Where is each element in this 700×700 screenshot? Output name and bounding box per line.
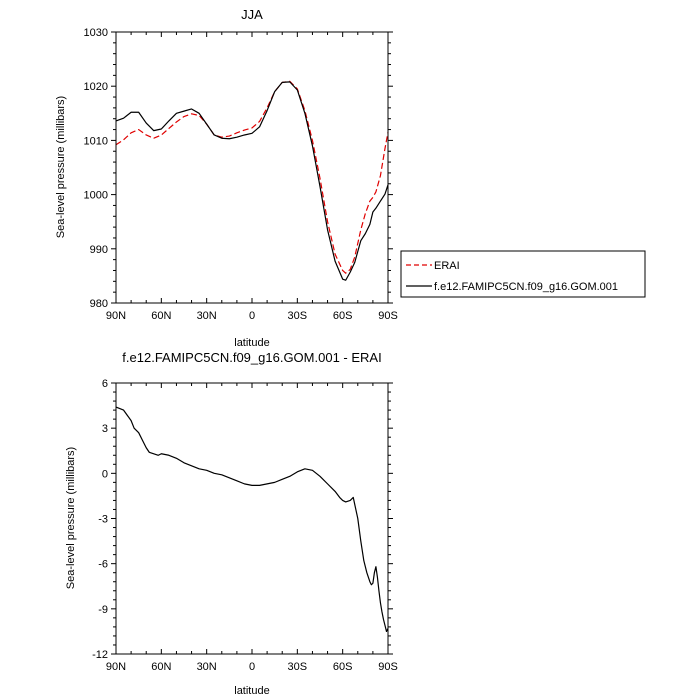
bottom-series-line-difference: [115, 406, 389, 633]
bottom-plot-title: f.e12.FAMIPC5CN.f09_g16.GOM.001 - ERAI: [122, 350, 381, 365]
bottom-y-tick-label: -9: [98, 604, 108, 616]
sea-level-pressure-panel: JJA Sea-level pressure (millibars) latit…: [55, 7, 398, 349]
legend-label-model: f.e12.FAMIPC5CN.f09_g16.GOM.001: [434, 281, 618, 293]
bottom-y-tick-label: -12: [92, 649, 108, 661]
top-x-tick-label: 60S: [333, 310, 353, 322]
top-plot-frame: [115, 31, 389, 304]
legend-label-erai: ERAI: [434, 260, 460, 272]
top-y-tick-label: 1000: [84, 190, 108, 202]
bottom-y-tick-label: -3: [98, 514, 108, 526]
bottom-y-tick-label: -6: [98, 559, 108, 571]
bottom-x-tick-label: 90N: [106, 661, 126, 673]
top-series-line-model: [115, 81, 389, 281]
difference-panel: f.e12.FAMIPC5CN.f09_g16.GOM.001 - ERAI S…: [65, 350, 398, 697]
top-y-tick-label: 980: [90, 298, 108, 310]
bottom-y-tick-label: 6: [102, 378, 108, 390]
top-y-tick-label: 990: [90, 244, 108, 256]
top-series-line-erai: [115, 80, 389, 274]
top-x-tick-label: 30S: [288, 310, 308, 322]
top-y-tick-label: 1010: [84, 135, 108, 147]
top-x-tick-label: 0: [249, 310, 255, 322]
top-x-tick-label: 60N: [151, 310, 171, 322]
bottom-x-tick-label: 0: [249, 661, 255, 673]
bottom-x-tick-label: 30N: [197, 661, 217, 673]
bottom-x-tick-label: 90S: [378, 661, 398, 673]
top-y-axis-label: Sea-level pressure (millibars): [55, 96, 67, 238]
top-plot-title: JJA: [241, 7, 263, 22]
bottom-y-tick-label: 3: [102, 423, 108, 435]
legend: ERAI f.e12.FAMIPC5CN.f09_g16.GOM.001: [400, 250, 646, 298]
top-y-tick-label: 1030: [84, 27, 108, 39]
bottom-y-tick-label: 0: [102, 468, 108, 480]
bottom-x-axis-label: latitude: [234, 685, 269, 697]
top-x-tick-label: 90S: [378, 310, 398, 322]
bottom-plot-frame: [115, 382, 389, 655]
bottom-y-axis-label: Sea-level pressure (millibars): [65, 447, 77, 589]
bottom-x-tick-label: 30S: [288, 661, 308, 673]
bottom-x-tick-label: 60N: [151, 661, 171, 673]
top-x-tick-label: 30N: [197, 310, 217, 322]
legend-box: [400, 250, 646, 298]
bottom-x-tick-label: 60S: [333, 661, 353, 673]
top-x-tick-label: 90N: [106, 310, 126, 322]
top-y-tick-label: 1020: [84, 81, 108, 93]
top-x-axis-label: latitude: [234, 337, 269, 349]
